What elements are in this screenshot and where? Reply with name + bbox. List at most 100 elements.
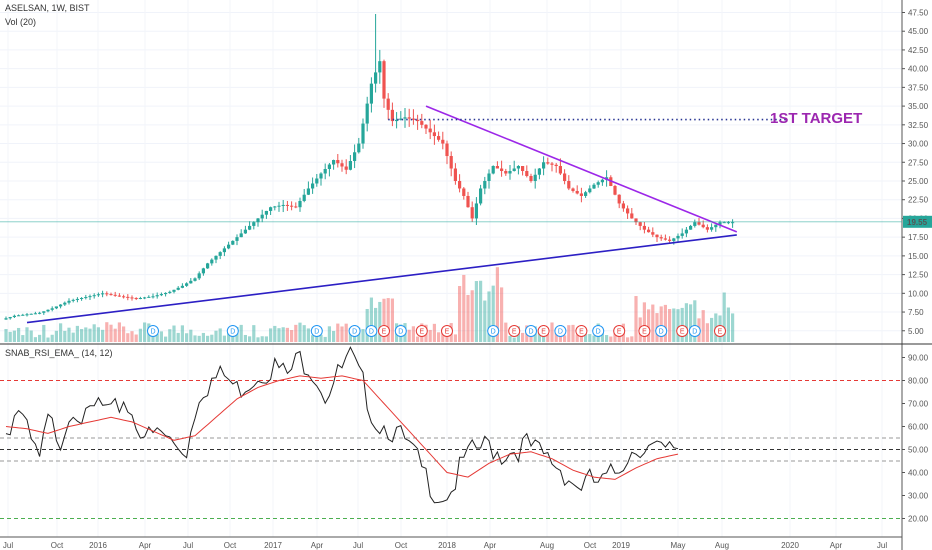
- volume-bar: [508, 335, 512, 342]
- trendline-resistance: [425, 105, 738, 233]
- time-tick-label: 2016: [89, 541, 107, 550]
- volume-bar: [273, 325, 277, 342]
- candle-body: [63, 302, 67, 305]
- volume-bar: [731, 313, 735, 342]
- candle-body: [361, 123, 365, 144]
- price-tick-label: 42.50: [908, 46, 929, 55]
- rsi-tick-label: 50.00: [908, 446, 929, 455]
- event-circle: [394, 325, 407, 337]
- volume-bar: [680, 307, 684, 342]
- candle-body: [680, 233, 684, 236]
- time-tick-label: Apr: [311, 541, 324, 550]
- candle-body: [33, 313, 37, 315]
- time-tick-label: 2019: [612, 541, 630, 550]
- volume-bar: [252, 325, 256, 342]
- candle-body: [8, 317, 12, 319]
- candle-body: [155, 295, 159, 297]
- volume-bar: [689, 304, 693, 342]
- volume-bar: [298, 322, 302, 342]
- candle-body: [533, 174, 537, 181]
- volume-bar: [281, 327, 285, 342]
- volume-bar: [138, 328, 142, 342]
- time-tick-label: Oct: [224, 541, 237, 550]
- event-marker: D: [554, 325, 567, 337]
- event-circle: [525, 325, 537, 337]
- volume-bar: [428, 329, 432, 342]
- volume-bar: [466, 294, 470, 342]
- volume-bar: [441, 328, 445, 342]
- event-label: E: [445, 329, 450, 336]
- candle-body: [269, 207, 273, 211]
- event-marker: E: [714, 325, 726, 337]
- candle-body: [336, 160, 340, 164]
- candle-body: [143, 297, 147, 299]
- volume-bar: [302, 325, 306, 342]
- candle-body: [588, 188, 592, 193]
- candle-body: [718, 222, 722, 225]
- candle-body: [668, 239, 672, 241]
- volume-bar: [529, 336, 533, 342]
- candle-body: [126, 296, 130, 298]
- volume-header: Vol (20): [5, 17, 37, 27]
- time-tick-label: Apr: [139, 541, 152, 550]
- event-label: D: [230, 329, 235, 336]
- event-label: E: [642, 329, 647, 336]
- volume-bar: [668, 309, 672, 342]
- event-marker: E: [613, 325, 626, 337]
- candle-body: [302, 194, 306, 201]
- candle-body: [210, 259, 214, 264]
- candle-body: [487, 173, 491, 181]
- candle-body: [575, 190, 579, 194]
- event-marker: E: [508, 325, 521, 337]
- volume-bar: [458, 286, 462, 342]
- volume-bar: [546, 334, 550, 342]
- volume-bar: [369, 297, 373, 342]
- time-tick-label: Jul: [3, 541, 13, 550]
- event-marker: D: [348, 325, 361, 337]
- grid: [0, 0, 902, 537]
- candle-body: [197, 273, 201, 279]
- candle-body: [315, 178, 319, 184]
- volume-bar: [285, 327, 289, 342]
- volume-bar: [75, 325, 79, 342]
- candle-body: [164, 292, 168, 295]
- candle-body: [651, 232, 655, 235]
- candle-body: [663, 238, 667, 240]
- rsi-levels: [0, 380, 902, 519]
- candle-body: [571, 188, 575, 191]
- candle-body: [407, 117, 411, 119]
- event-marker: D: [365, 325, 378, 337]
- volume-bar: [277, 328, 281, 342]
- volume-bar: [80, 329, 84, 342]
- candle-body: [80, 298, 84, 300]
- candle-body: [92, 295, 96, 297]
- candle-body: [193, 278, 197, 281]
- candle-body: [491, 166, 495, 174]
- candle-body: [600, 179, 604, 183]
- time-tick-label: Oct: [395, 541, 408, 550]
- price-tick-label: 12.50: [908, 271, 929, 280]
- candle-body: [458, 180, 462, 189]
- candle-body: [130, 297, 134, 299]
- event-circle: [676, 325, 689, 337]
- volume-bar: [172, 325, 176, 342]
- candle-body: [592, 184, 596, 189]
- price-scale-bg: [902, 0, 932, 550]
- candle-body: [21, 314, 25, 316]
- volume-bar: [323, 336, 327, 342]
- price-tick-label: 27.50: [908, 158, 929, 167]
- candle-body: [235, 237, 239, 241]
- event-marker: E: [537, 325, 550, 337]
- volume-bar: [248, 336, 252, 342]
- volume-bar: [407, 329, 411, 342]
- volume-bar: [563, 335, 567, 342]
- event-label: E: [617, 329, 622, 336]
- event-marker: D: [688, 325, 701, 337]
- volume-bar: [113, 328, 117, 342]
- event-label: E: [382, 329, 387, 336]
- candle-body: [521, 166, 525, 172]
- rsi-tick-label: 40.00: [908, 469, 929, 478]
- candle-body: [264, 210, 268, 215]
